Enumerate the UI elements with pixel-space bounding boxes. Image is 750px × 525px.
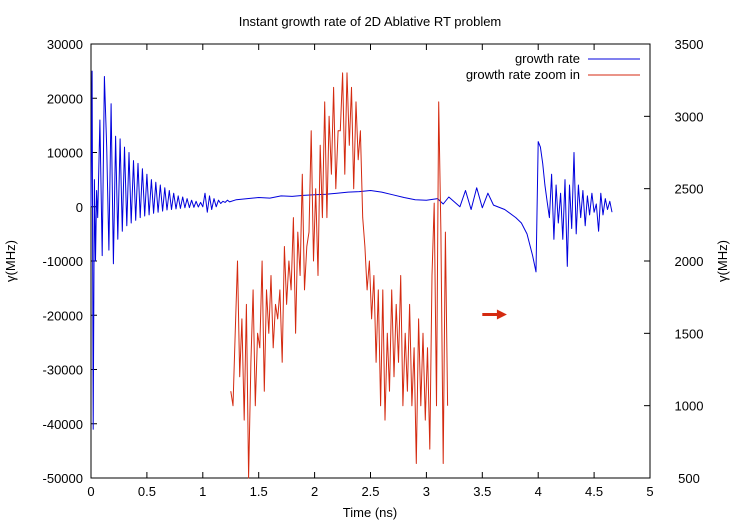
x-tick-label: 1 <box>199 484 206 499</box>
x-tick-label: 2.5 <box>361 484 379 499</box>
y-axis-right: 500 1000 1500 2000 2500 3000 3500 <box>644 37 703 486</box>
y-tick-label: 30000 <box>47 37 83 52</box>
legend-label-growth-rate: growth rate <box>515 51 580 66</box>
arrow-head <box>496 309 507 320</box>
y-tick-label: -30000 <box>43 363 83 378</box>
y-tick-label: -40000 <box>43 417 83 432</box>
series-line-growth-rate-zoom-in <box>230 72 449 479</box>
y-tick-label: -50000 <box>43 471 83 486</box>
x-axis: 0 0.5 1 1.5 2 2.5 3 3.5 4 4.5 5 <box>87 44 654 499</box>
x-tick-label: 1.5 <box>250 484 268 499</box>
x-tick-label: 3 <box>423 484 430 499</box>
chart-title: Instant growth rate of 2D Ablative RT pr… <box>239 14 502 29</box>
y-tick-label: -20000 <box>43 308 83 323</box>
x-tick-label: 5 <box>646 484 653 499</box>
x-tick-label: 0.5 <box>138 484 156 499</box>
y-axis-right-title: γ(MHz) <box>715 240 730 282</box>
y-tick-label: 10000 <box>47 146 83 161</box>
arrow-annotation <box>482 309 507 320</box>
y-axis-left-title: γ(MHz) <box>3 240 18 282</box>
y2-tick-label: 2000 <box>675 254 704 269</box>
legend: growth rate growth rate zoom in <box>466 51 640 82</box>
x-tick-label: 0 <box>87 484 94 499</box>
y2-tick-label: 3500 <box>675 37 704 52</box>
series-line-growth-rate <box>90 70 613 430</box>
legend-label-growth-rate-zoom-in: growth rate zoom in <box>466 67 580 82</box>
series-layer <box>90 70 613 479</box>
y-tick-label: 0 <box>76 200 83 215</box>
plot-area-frame <box>90 43 651 479</box>
y-tick-label: -10000 <box>43 254 83 269</box>
x-tick-label: 4 <box>535 484 542 499</box>
y2-tick-label: 2500 <box>675 182 704 197</box>
y2-tick-label: 1500 <box>675 326 704 341</box>
y-tick-label: 20000 <box>47 91 83 106</box>
x-axis-title: Time (ns) <box>343 505 397 520</box>
y2-tick-label: 500 <box>678 471 700 486</box>
y2-tick-label: 1000 <box>675 399 704 414</box>
x-tick-label: 3.5 <box>473 484 491 499</box>
x-tick-label: 2 <box>311 484 318 499</box>
x-tick-label: 4.5 <box>585 484 603 499</box>
y2-tick-label: 3000 <box>675 109 704 124</box>
y-axis-left: -50000 -40000 -30000 -20000 -10000 0 10000 2000… <box>43 37 97 486</box>
